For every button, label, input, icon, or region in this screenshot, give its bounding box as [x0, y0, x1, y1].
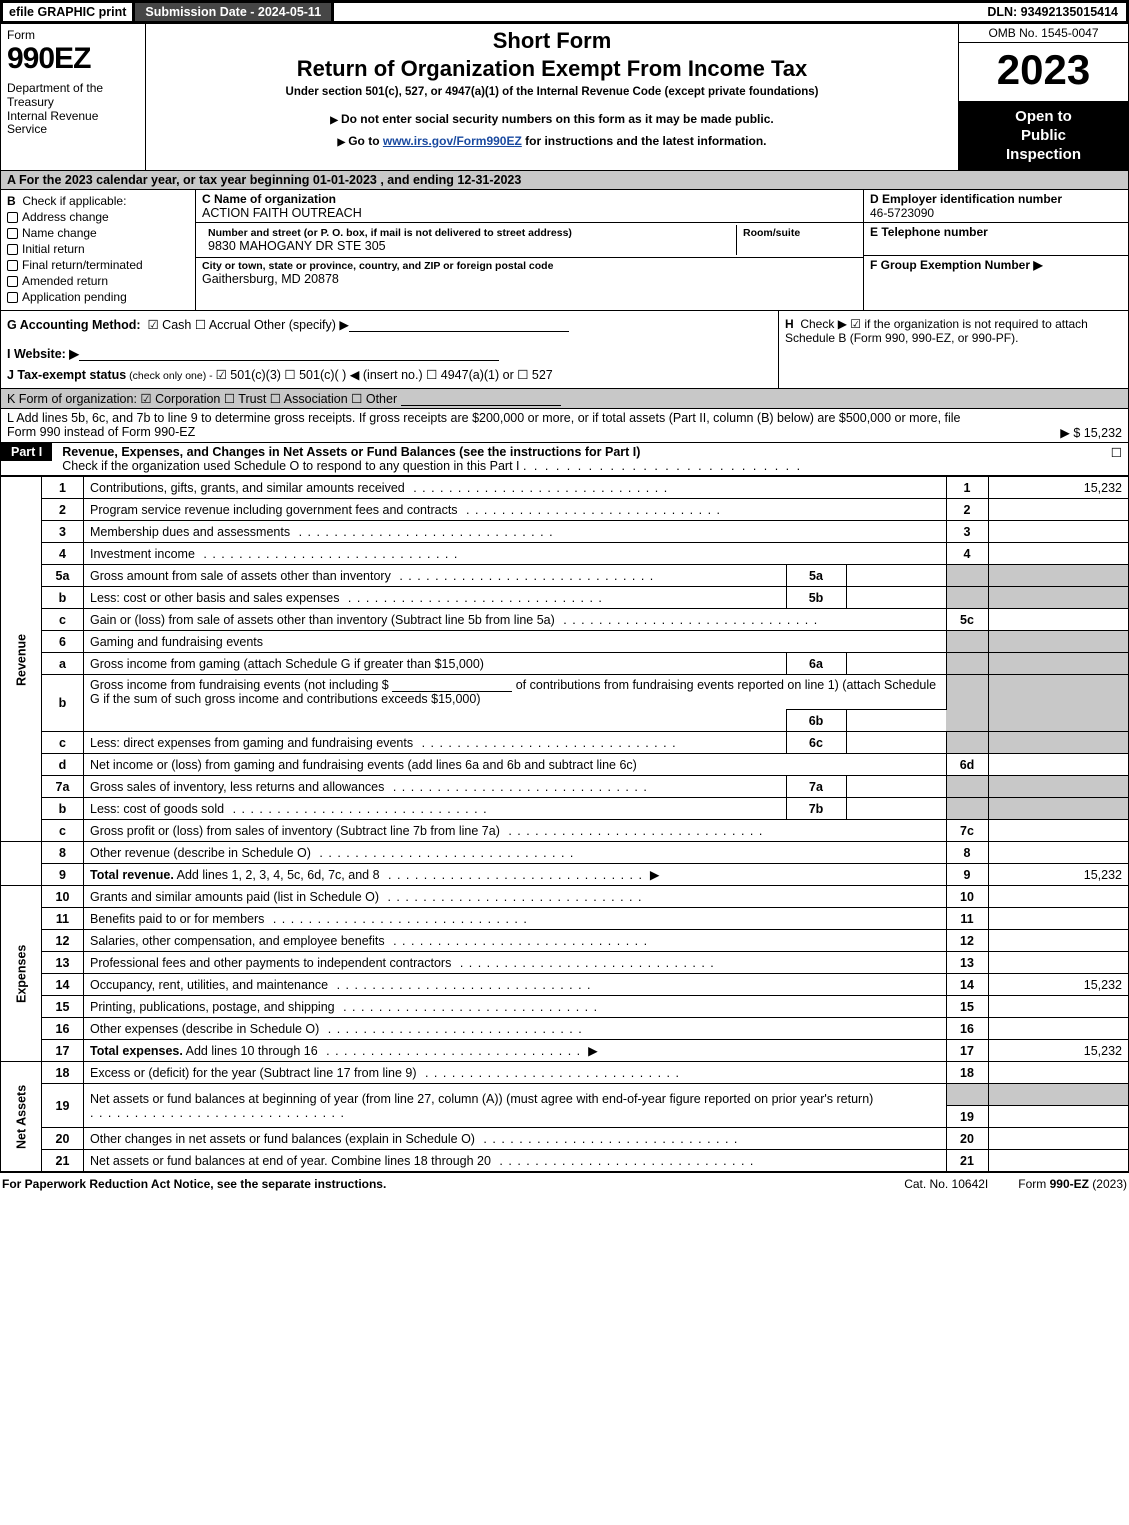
lines-table: Revenue 1 Contributions, gifts, grants, …	[1, 476, 1128, 1172]
form-word: Form	[7, 28, 139, 42]
chk-final-return[interactable]: Final return/terminated	[7, 258, 189, 272]
header-row: Form 990EZ Department of the TreasuryInt…	[1, 24, 1128, 171]
i-line: I Website: ▶	[7, 346, 772, 361]
h-box: H Check ▶ ☑ if the organization is not r…	[778, 311, 1128, 388]
f-group-label: F Group Exemption Number ▶	[870, 258, 1122, 272]
title-column: Short Form Return of Organization Exempt…	[146, 24, 958, 170]
chk-initial-return[interactable]: Initial return	[7, 242, 189, 256]
goto-line: Go to www.irs.gov/Form990EZ for instruct…	[338, 134, 767, 148]
vlabel-expenses: Expenses	[1, 886, 42, 1062]
room-label: Room/suite	[743, 227, 851, 239]
submission-date: Submission Date - 2024-05-11	[132, 3, 334, 21]
city-label: City or town, state or province, country…	[202, 260, 857, 272]
section-c: C Name of organization ACTION FAITH OUTR…	[196, 190, 863, 310]
chk-address-change[interactable]: Address change	[7, 210, 189, 224]
city-value: Gaithersburg, MD 20878	[202, 272, 857, 286]
chk-name-change[interactable]: Name change	[7, 226, 189, 240]
form-ref: Form 990-EZ (2023)	[1018, 1177, 1127, 1191]
part1-bar: Part I	[1, 443, 52, 461]
part1-check[interactable]: ☐	[1098, 443, 1128, 462]
ein-value: 46-5723090	[870, 206, 1122, 220]
form-number: 990EZ	[7, 42, 139, 76]
d-ein-label: D Employer identification number	[870, 192, 1122, 206]
chk-amended-return[interactable]: Amended return	[7, 274, 189, 288]
e-phone-label: E Telephone number	[870, 225, 1122, 239]
g-h-row: G Accounting Method: ☑ Cash ☐ Accrual Ot…	[1, 311, 1128, 389]
dln-label: DLN: 93492135015414	[979, 3, 1126, 21]
form-frame: Form 990EZ Department of the TreasuryInt…	[0, 24, 1129, 1173]
part1-header: Part I Revenue, Expenses, and Changes in…	[1, 443, 1128, 476]
info-row: B Check if applicable: Address change Na…	[1, 190, 1128, 311]
amt-17: 15,232	[988, 1040, 1128, 1062]
top-bar: efile GRAPHIC print Submission Date - 20…	[0, 0, 1129, 24]
short-form-title: Short Form	[493, 28, 612, 54]
efile-label[interactable]: efile GRAPHIC print	[3, 3, 132, 21]
section-d: D Employer identification number 46-5723…	[863, 190, 1128, 310]
department-label: Department of the TreasuryInternal Reven…	[7, 82, 139, 137]
vlabel-netassets: Net Assets	[1, 1062, 42, 1172]
k-line: K Form of organization: ☑ Corporation ☐ …	[1, 389, 1128, 409]
under-section: Under section 501(c), 527, or 4947(a)(1)…	[286, 86, 819, 98]
tax-year: 2023	[959, 43, 1128, 102]
open-public-badge: Open toPublicInspection	[959, 102, 1128, 170]
return-title: Return of Organization Exempt From Incom…	[297, 56, 808, 82]
form-id-column: Form 990EZ Department of the TreasuryInt…	[1, 24, 146, 170]
right-column: OMB No. 1545-0047 2023 Open toPublicInsp…	[958, 24, 1128, 170]
no-ssn-line: Do not enter social security numbers on …	[330, 112, 773, 126]
amt-1: 15,232	[988, 477, 1128, 499]
org-name: ACTION FAITH OUTREACH	[202, 206, 857, 220]
street-value: 9830 MAHOGANY DR STE 305	[208, 239, 730, 253]
page-footer: For Paperwork Reduction Act Notice, see …	[0, 1173, 1129, 1195]
amt-14: 15,232	[988, 974, 1128, 996]
pra-notice: For Paperwork Reduction Act Notice, see …	[2, 1177, 874, 1191]
section-b: B Check if applicable: Address change Na…	[1, 190, 196, 310]
l-amount: ▶ $ 15,232	[1060, 426, 1122, 440]
chk-application-pending[interactable]: Application pending	[7, 290, 189, 304]
vlabel-revenue: Revenue	[1, 477, 42, 842]
omb-number: OMB No. 1545-0047	[959, 24, 1128, 43]
b-label: B	[7, 194, 16, 208]
amt-9: 15,232	[988, 864, 1128, 886]
irs-link[interactable]: www.irs.gov/Form990EZ	[383, 134, 522, 148]
g-line: G Accounting Method: ☑ Cash ☐ Accrual Ot…	[7, 317, 772, 332]
cat-no: Cat. No. 10642I	[874, 1177, 1018, 1191]
j-line: J Tax-exempt status (check only one) - ☑…	[7, 367, 772, 382]
section-a: A For the 2023 calendar year, or tax yea…	[1, 171, 1128, 190]
street-label: Number and street (or P. O. box, if mail…	[208, 227, 730, 239]
l-line: L Add lines 5b, 6c, and 7b to line 9 to …	[1, 409, 1128, 443]
c-name-label: C Name of organization	[202, 192, 857, 206]
